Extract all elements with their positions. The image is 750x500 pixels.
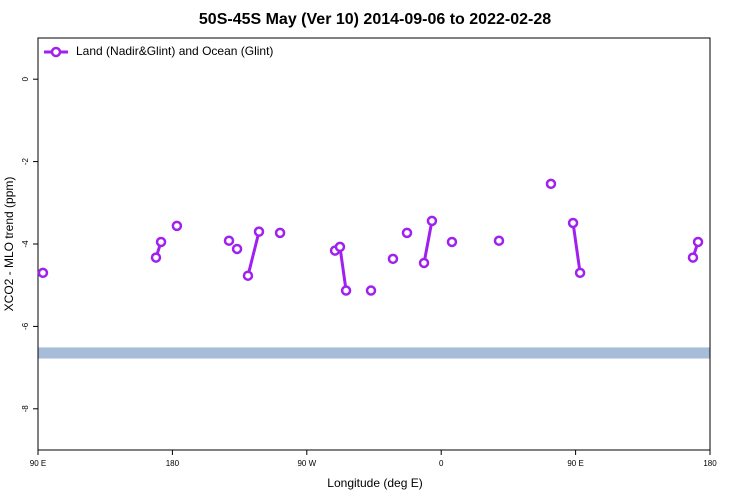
data-point [334,241,346,253]
plot-frame [37,37,711,451]
x-tick-label: 90 W [297,459,316,468]
x-tick-label: 90 E [30,459,46,468]
data-point [365,285,377,296]
data-point [574,267,586,279]
data-point [426,215,438,227]
x-tick-label: 180 [166,459,180,468]
x-axis-label: Longitude (deg E) [327,476,422,490]
data-point [274,227,286,239]
data-point [37,267,49,279]
data-point [155,236,167,248]
y-tick-label: -8 [21,405,30,413]
data-point [223,235,235,246]
series-line [571,222,582,274]
data-point [446,236,458,248]
data-point [242,270,254,281]
data-point [687,252,699,263]
series-line [246,231,261,277]
band [38,347,710,359]
legend-label: Land (Nadir&Glint) and Ocean (Glint) [76,44,273,58]
data-point [401,227,413,239]
chart-title: 50S-45S May (Ver 10) 2014-09-06 to 2022-… [199,11,551,28]
x-tick-label: 0 [439,459,444,468]
data-point [567,217,579,229]
y-tick-label: -2 [21,157,30,165]
data-point [545,178,557,190]
data-point [253,226,265,237]
series-line [422,220,434,264]
x-tick-label: 180 [703,459,717,468]
y-tick-label: -4 [21,240,30,248]
x-tick-label: 90 E [567,459,583,468]
data-point [340,285,352,296]
legend-marker [50,46,62,58]
data-point [387,253,399,265]
data-point [150,252,162,263]
data-point [493,235,505,246]
y-axis-label: XCO2 - MLO trend (ppm) [2,177,16,312]
data-point [418,257,430,269]
y-tick-label: -6 [21,322,30,330]
data-point [692,236,704,248]
y-tick-label: 0 [21,76,30,81]
data-point [171,220,183,232]
data-point [231,243,243,255]
